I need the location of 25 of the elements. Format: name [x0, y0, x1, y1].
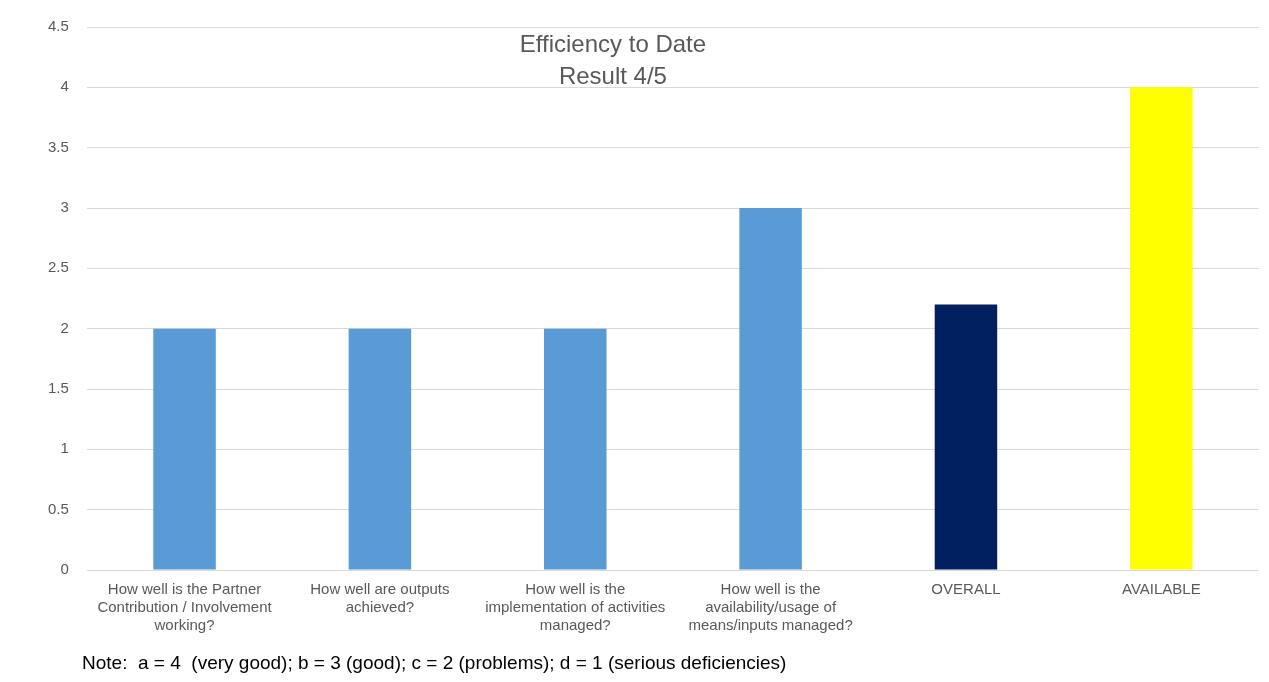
x-tick-label: OVERALL	[931, 580, 1001, 598]
y-tick-label: 2	[60, 318, 69, 336]
y-tick-label: 2.5	[47, 258, 69, 276]
bar	[543, 328, 607, 570]
y-tick-label: 3	[60, 198, 69, 216]
y-tick-label: 3.5	[47, 137, 69, 155]
bar	[934, 304, 998, 570]
bar	[153, 328, 216, 570]
bar	[1130, 87, 1193, 570]
x-tick-label: How well is the implementation of activities managed?	[485, 580, 666, 634]
bar	[348, 328, 412, 570]
y-tick-label: 0	[60, 560, 69, 578]
x-tick-label: How well are outputs achieved?	[310, 580, 450, 616]
x-tick-label: How well is the Partner Contribution / Involvement working?	[97, 580, 273, 634]
x-tick-label: AVAILABLE	[1121, 580, 1201, 598]
text: Note: a = 4 (very good); b = 3 (good); c = 2 (problems); d = 1 (serious deficiencies)	[82, 652, 787, 674]
y-tick-label: 0.5	[47, 499, 69, 517]
chart-title: Efficiency to Date	[519, 29, 707, 57]
y-tick-label: 4	[60, 77, 69, 95]
y-tick-label: 1	[60, 439, 69, 457]
y-tick-label: 1.5	[47, 379, 69, 397]
bar	[739, 208, 802, 570]
x-tick-label: How well is the availability/usage of means/inputs managed?	[688, 580, 853, 634]
text: Result 4/5	[558, 61, 667, 89]
y-tick-label: 4.5	[47, 17, 69, 35]
